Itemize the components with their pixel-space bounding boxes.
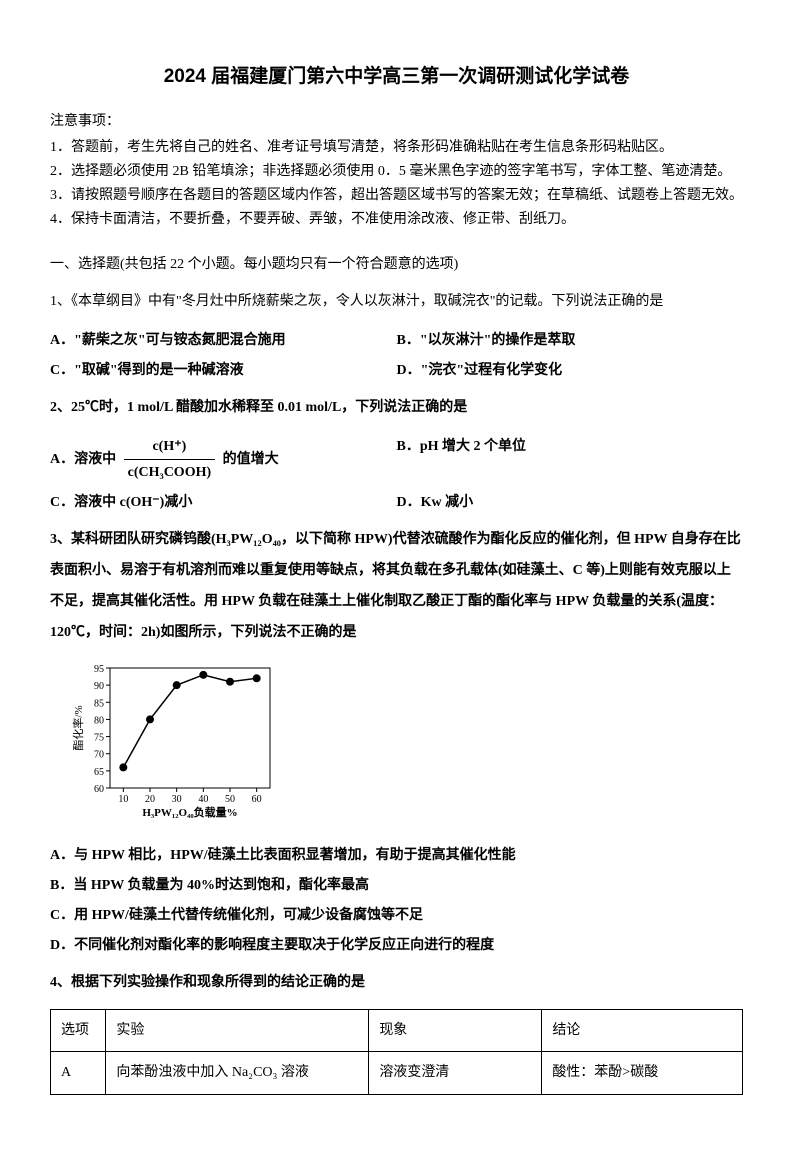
notice-list: 1．答题前，考生先将自己的姓名、准考证号填写清楚，将条形码准确粘贴在考生信息条形… — [50, 136, 743, 231]
svg-text:酯化率/%: 酯化率/% — [71, 706, 85, 751]
option-c: C．溶液中 c(OH⁻)减小 — [50, 490, 397, 515]
experiment-table: 选项 实验 现象 结论 A 向苯酚浊液中加入 Na₂CO₃ 溶液 溶液变澄清 酸… — [50, 1009, 743, 1094]
section-header: 一、选择题(共包括 22 个小题。每小题均只有一个符合题意的选项) — [50, 252, 743, 277]
chart-svg: 60 65 70 75 80 85 90 95 10 20 30 40 50 60 酯化率/% H₃PW₁₂O… — [70, 658, 280, 818]
table-header: 现象 — [369, 1010, 542, 1052]
table-header: 实验 — [106, 1010, 369, 1052]
option-row: A．溶液中 c(H⁺) c(CH₃COOH) 的值增大 B．pH 增大 2 个单… — [50, 434, 743, 485]
table-cell: A — [51, 1052, 106, 1094]
option-c: C．用 HPW/硅藻土代替传统催化剂，可减少设备腐蚀等不足 — [50, 903, 743, 928]
table-cell: 向苯酚浊液中加入 Na₂CO₃ 溶液 — [106, 1052, 369, 1094]
fraction-den: c(CH₃COOH) — [124, 460, 216, 485]
question-1: 1、《本草纲目》中有"冬月灶中所烧薪柴之灰，令人以灰淋汁，取碱浣衣"的记载。下列… — [50, 287, 743, 318]
table-header: 结论 — [542, 1010, 743, 1052]
option-d: D．"浣衣"过程有化学变化 — [397, 358, 744, 383]
svg-text:60: 60 — [94, 784, 104, 795]
question-2: 2、25℃时，1 mol/L 醋酸加水稀释至 0.01 mol/L，下列说法正确… — [50, 393, 743, 424]
svg-text:85: 85 — [94, 699, 104, 710]
option-b: B．pH 增大 2 个单位 — [397, 434, 744, 485]
table-header: 选项 — [51, 1010, 106, 1052]
svg-text:65: 65 — [94, 767, 104, 778]
esterification-chart: 60 65 70 75 80 85 90 95 10 20 30 40 50 60 酯化率/% H₃PW₁₂O… — [70, 658, 743, 827]
option-a: A．与 HPW 相比，HPW/硅藻土比表面积显著增加，有助于提高其催化性能 — [50, 843, 743, 868]
table-header-row: 选项 实验 现象 结论 — [51, 1010, 743, 1052]
svg-text:30: 30 — [172, 794, 182, 805]
table-row: A 向苯酚浊液中加入 Na₂CO₃ 溶液 溶液变澄清 酸性：苯酚>碳酸 — [51, 1052, 743, 1094]
fraction-num: c(H⁺) — [124, 434, 216, 460]
notice-item: 2．选择题必须使用 2B 铅笔填涂；非选择题必须使用 0．5 毫米黑色字迹的签字… — [50, 160, 743, 184]
svg-text:60: 60 — [252, 794, 262, 805]
option-row: C．"取碱"得到的是一种碱溶液 D．"浣衣"过程有化学变化 — [50, 358, 743, 383]
question-3: 3、某科研团队研究磷钨酸(H₃PW₁₂O₄₀，以下简称 HPW)代替浓硫酸作为酯… — [50, 525, 743, 648]
notice-header: 注意事项： — [50, 109, 743, 134]
svg-text:80: 80 — [94, 716, 104, 727]
option-row: A．"薪柴之灰"可与铵态氮肥混合施用 B．"以灰淋汁"的操作是萃取 — [50, 328, 743, 353]
svg-text:40: 40 — [198, 794, 208, 805]
svg-text:10: 10 — [118, 794, 128, 805]
svg-text:H₃PW₁₂O₄₀负载量%: H₃PW₁₂O₄₀负载量% — [142, 805, 237, 818]
svg-text:75: 75 — [94, 733, 104, 744]
option-d: D．不同催化剂对酯化率的影响程度主要取决于化学反应正向进行的程度 — [50, 933, 743, 958]
option-a: A．"薪柴之灰"可与铵态氮肥混合施用 — [50, 328, 397, 353]
option-c: C．"取碱"得到的是一种碱溶液 — [50, 358, 397, 383]
option-a-pre: A．溶液中 — [50, 452, 116, 467]
fraction: c(H⁺) c(CH₃COOH) — [124, 434, 216, 485]
svg-text:95: 95 — [94, 664, 104, 675]
option-d: D．Kw 减小 — [397, 490, 744, 515]
table-cell: 酸性：苯酚>碳酸 — [542, 1052, 743, 1094]
svg-text:70: 70 — [94, 750, 104, 761]
table-cell: 溶液变澄清 — [369, 1052, 542, 1094]
svg-text:20: 20 — [145, 794, 155, 805]
option-row: C．溶液中 c(OH⁻)减小 D．Kw 减小 — [50, 490, 743, 515]
question-stem: 1、《本草纲目》中有"冬月灶中所烧薪柴之灰，令人以灰淋汁，取碱浣衣"的记载。下列… — [50, 287, 743, 318]
option-a-post: 的值增大 — [223, 452, 279, 467]
question-4: 4、根据下列实验操作和现象所得到的结论正确的是 — [50, 968, 743, 999]
notice-item: 3．请按照题号顺序在各题目的答题区域内作答，超出答题区域书写的答案无效；在草稿纸… — [50, 184, 743, 208]
option-b: B．当 HPW 负载量为 40%时达到饱和，酯化率最高 — [50, 873, 743, 898]
notice-item: 1．答题前，考生先将自己的姓名、准考证号填写清楚，将条形码准确粘贴在考生信息条形… — [50, 136, 743, 160]
page-title: 2024 届福建厦门第六中学高三第一次调研测试化学试卷 — [50, 60, 743, 94]
svg-text:50: 50 — [225, 794, 235, 805]
svg-text:90: 90 — [94, 682, 104, 693]
option-b: B．"以灰淋汁"的操作是萃取 — [397, 328, 744, 353]
notice-item: 4．保持卡面清洁，不要折叠，不要弄破、弄皱，不准使用涂改液、修正带、刮纸刀。 — [50, 208, 743, 232]
option-a: A．溶液中 c(H⁺) c(CH₃COOH) 的值增大 — [50, 434, 397, 485]
